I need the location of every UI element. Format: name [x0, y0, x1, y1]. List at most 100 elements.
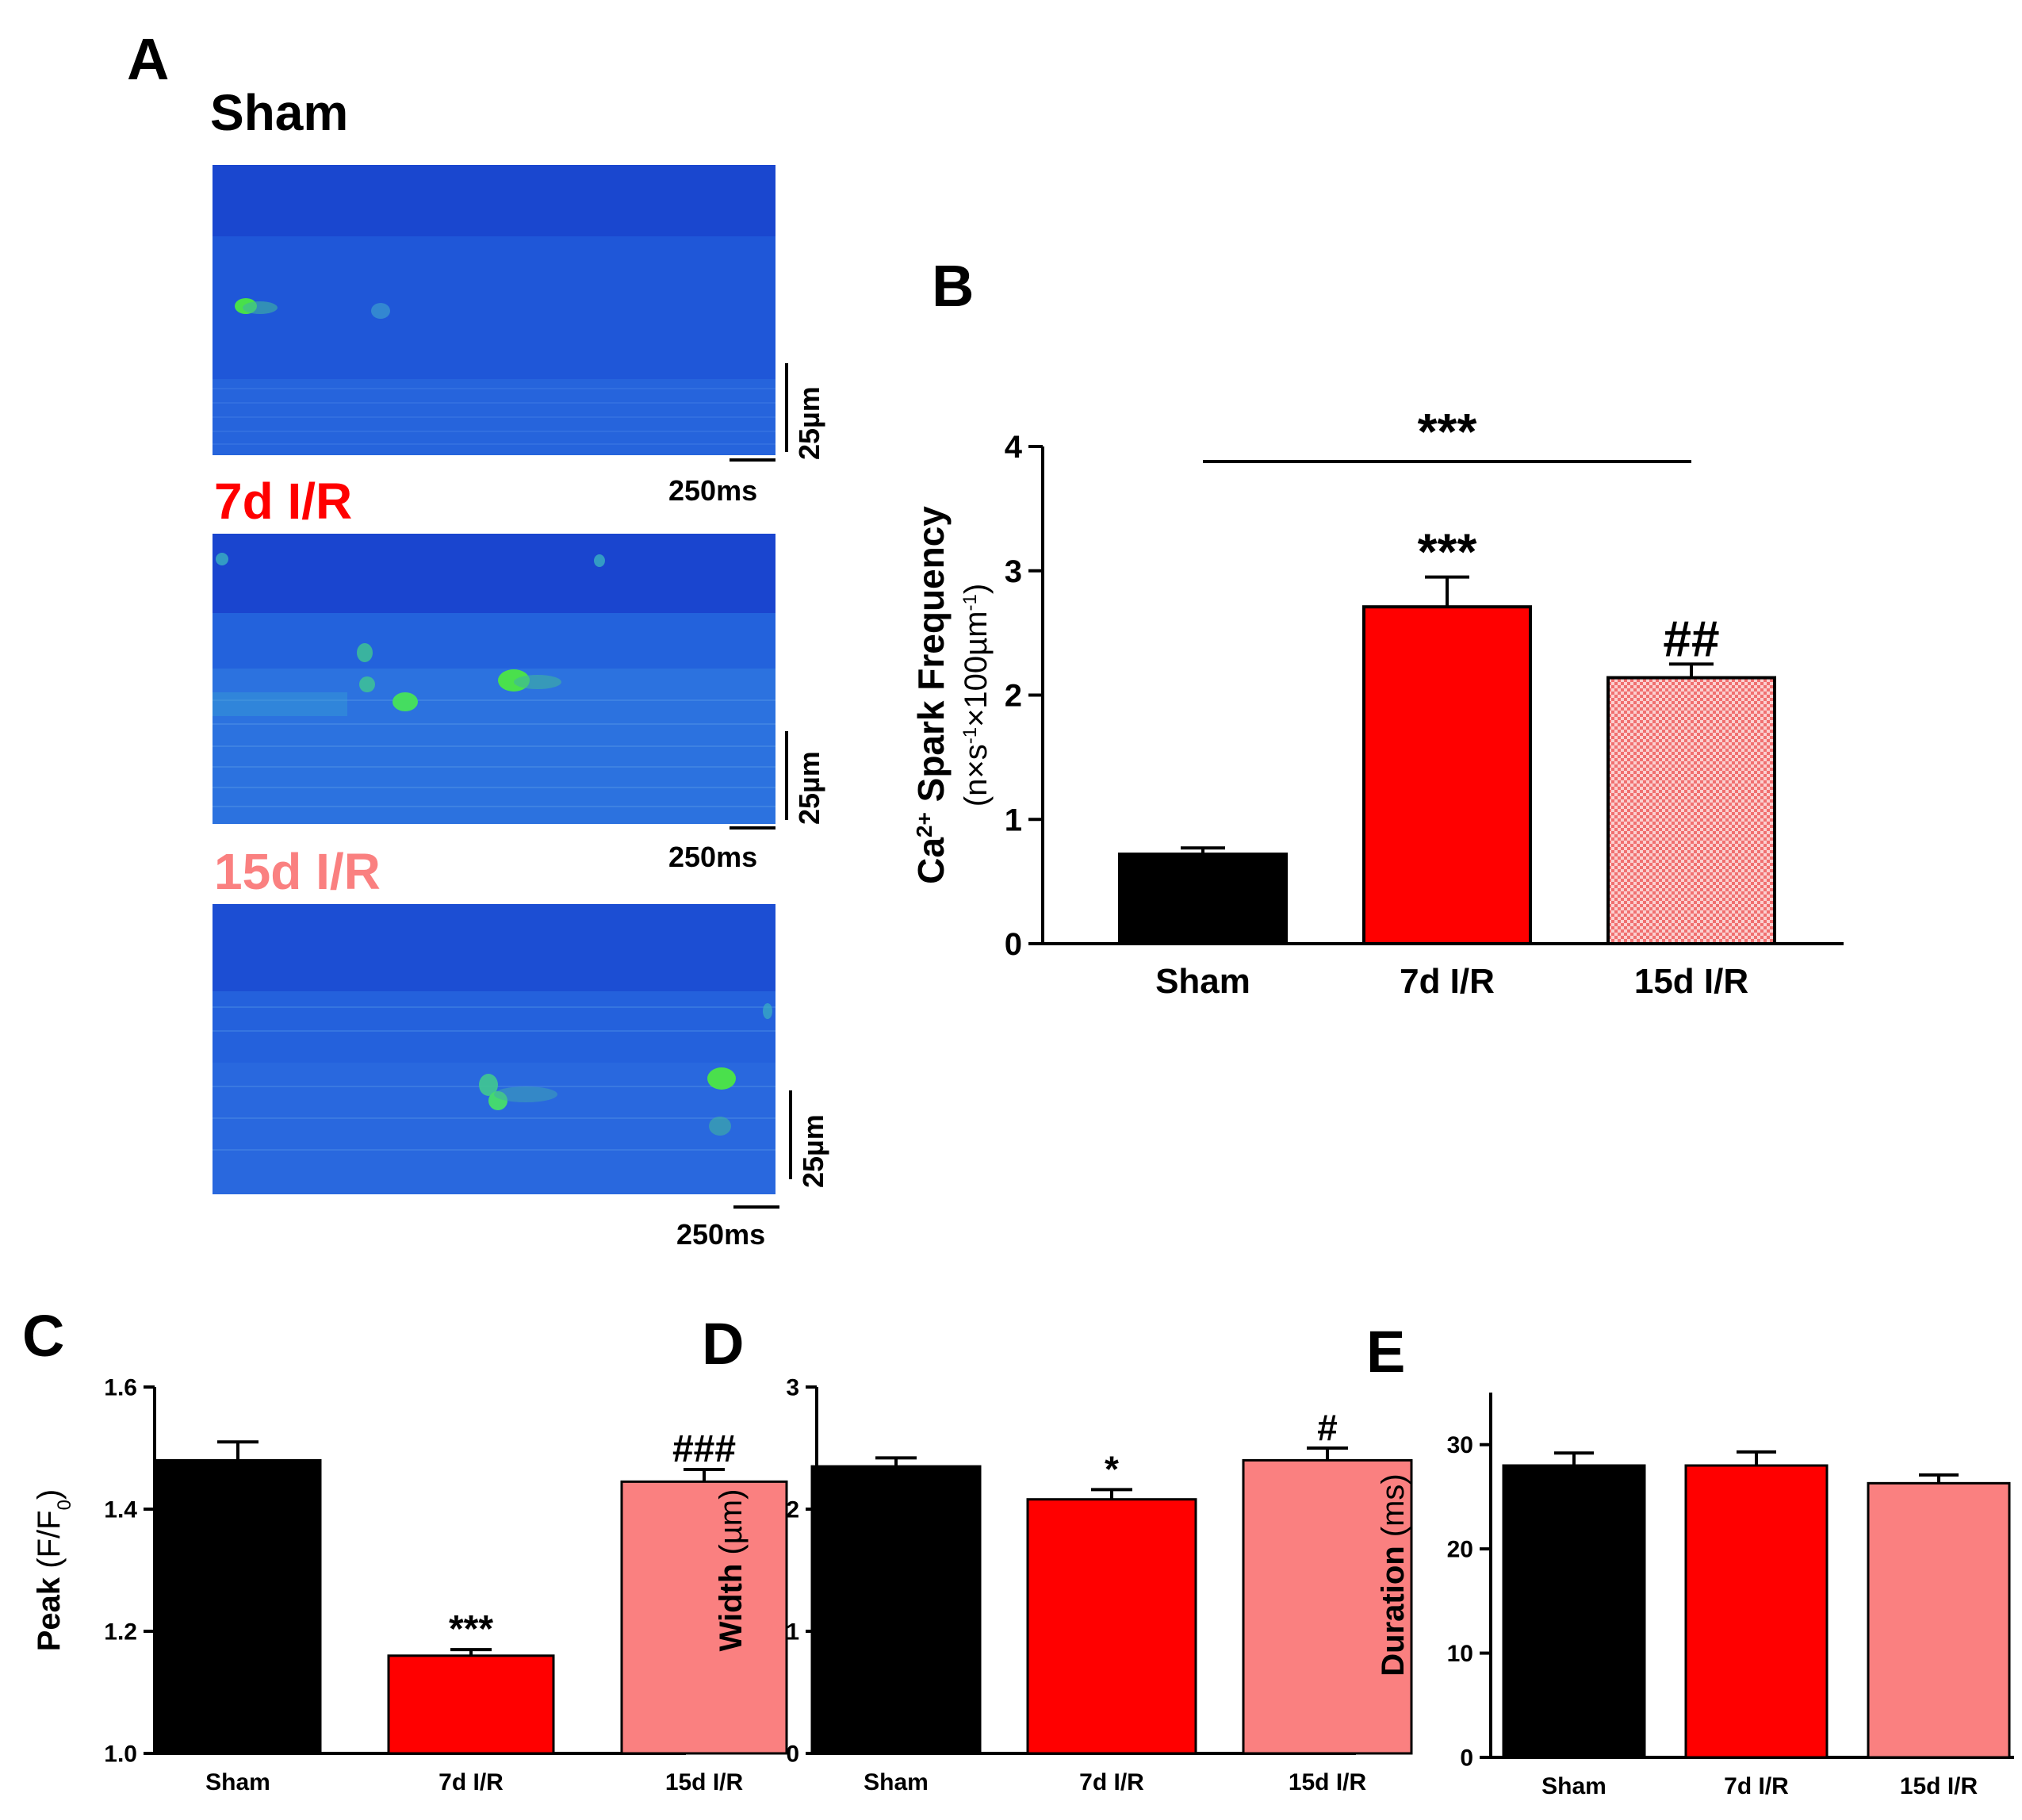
- scale-um-label: 25µm: [793, 751, 825, 825]
- linescan-band: [213, 379, 775, 455]
- y-tick-label: 1.2: [104, 1619, 137, 1646]
- significance-label: ***: [1418, 523, 1477, 580]
- scalebar-vertical: [789, 1090, 792, 1179]
- linescan-band: [213, 904, 775, 991]
- panel-label-b: B: [932, 253, 975, 319]
- linescan-band: [213, 534, 775, 613]
- bar-15d-i-r: [1606, 676, 1776, 945]
- linescan-stripes: [213, 699, 775, 807]
- chart-e: 0 10 20 30 Sham 7d I/R 15d I/R Duration (ms): [1376, 1393, 2014, 1799]
- d7-label: 7d I/R: [214, 473, 353, 530]
- y-axis-title-line2: (n×s-1×100µm-1): [959, 584, 994, 807]
- calcium-spark: [393, 692, 418, 711]
- calcium-spark: [479, 1074, 498, 1096]
- y-axis-title: Peak (F/F0): [32, 1489, 75, 1652]
- significance-label: ***: [449, 1608, 493, 1650]
- bar-7d-i-r: [1684, 1464, 1829, 1759]
- bar-sham: [154, 1458, 322, 1755]
- x-category-label: Sham: [1541, 1773, 1606, 1799]
- bar-15d-i-r: [1242, 1458, 1413, 1755]
- significance-label: ###: [672, 1428, 736, 1470]
- scalebar-horizontal: [730, 826, 775, 830]
- y-tick-label: 4: [1005, 430, 1023, 465]
- chart-b: 0 1 2 3 4 Sham 7d I/R *** 15d I/R ## *** Ca2+ Spark…: [910, 403, 1844, 1001]
- x-category-label: 15d I/R: [1900, 1773, 1978, 1799]
- y-tick-label: 1.6: [104, 1375, 137, 1401]
- calcium-spark: [357, 643, 373, 662]
- y-tick-label: 2: [786, 1497, 799, 1523]
- linescan-sham-svg: [213, 165, 775, 455]
- calcium-spark: [763, 1003, 772, 1019]
- x-category-label: 7d I/R: [1724, 1773, 1789, 1799]
- linescan-stripes: [213, 388, 775, 445]
- scale-ms-label: 250ms: [668, 474, 758, 507]
- significance-label: #: [1317, 1407, 1338, 1448]
- y-axis-title-text: Peak (F/F0): [32, 1489, 75, 1652]
- significance-label: *: [1105, 1448, 1119, 1489]
- panel-label-e: E: [1366, 1319, 1406, 1385]
- linescan-image-sham: [213, 165, 775, 455]
- calcium-spark: [359, 676, 375, 692]
- d15-label: 15d I/R: [214, 843, 381, 900]
- spark-tail: [514, 675, 561, 689]
- linescan-7d-svg: [213, 534, 775, 824]
- bar-sham: [810, 1465, 982, 1755]
- linescan-band: [213, 165, 775, 236]
- x-category-label: 15d I/R: [665, 1769, 744, 1795]
- x-category-label: Sham: [205, 1769, 270, 1795]
- panel-label-a: A: [127, 26, 170, 92]
- y-axis-title: Ca2+ Spark Frequency (n×s-1×100µm-1): [910, 506, 994, 884]
- bar-sham: [1118, 853, 1288, 946]
- x-category-label: 7d I/R: [438, 1769, 504, 1795]
- spark-tail: [494, 1086, 557, 1102]
- bar-15d-i-r: [620, 1480, 788, 1755]
- scale-um-label: 25µm: [793, 386, 825, 460]
- y-tick-label: 1.0: [104, 1741, 137, 1768]
- y-tick-label: 1: [786, 1619, 799, 1646]
- scalebar-vertical: [785, 363, 788, 452]
- spark-tail: [243, 301, 278, 314]
- x-category-label: Sham: [864, 1769, 929, 1795]
- y-tick-label: 10: [1447, 1641, 1473, 1667]
- calcium-spark: [707, 1067, 736, 1090]
- y-tick-label: 0: [786, 1741, 799, 1768]
- y-tick-label: 1.4: [104, 1497, 137, 1523]
- x-category-label: 7d I/R: [1079, 1769, 1144, 1795]
- scale-ms-label: 250ms: [668, 841, 758, 873]
- y-axis-title-text: Duration (ms): [1376, 1473, 1411, 1676]
- calcium-spark: [371, 303, 390, 319]
- scale-um-label: 25µm: [797, 1114, 829, 1188]
- x-category-label: 15d I/R: [1634, 962, 1748, 1001]
- linescan-image-7d: [213, 534, 775, 824]
- bar-7d-i-r: [1362, 605, 1532, 945]
- scalebar-horizontal: [733, 1205, 779, 1209]
- chart-c: 1.0 1.2 1.4 1.6 Sham 7d I/R *** 15d I/R ### Peak …: [32, 1375, 788, 1795]
- x-category-label: 15d I/R: [1289, 1769, 1367, 1795]
- sham-label: Sham: [210, 84, 349, 141]
- linescan-image-15d: [213, 904, 775, 1194]
- y-tick-label: 30: [1447, 1432, 1473, 1458]
- y-tick-label: 0: [1460, 1745, 1473, 1772]
- spark-haze: [213, 692, 347, 716]
- bar-7d-i-r: [1026, 1498, 1197, 1755]
- calcium-spark: [709, 1117, 731, 1136]
- linescan-15d-svg: [213, 904, 775, 1194]
- y-axis-title-text: Width (µm): [714, 1489, 749, 1652]
- y-axis-title: Duration (ms): [1376, 1473, 1411, 1676]
- bar-7d-i-r: [387, 1654, 555, 1755]
- scale-ms-label: 250ms: [676, 1218, 766, 1251]
- y-axis-title: Width (µm): [714, 1489, 749, 1652]
- bracket-label: ***: [1418, 403, 1477, 460]
- calcium-spark: [594, 554, 605, 567]
- y-tick-label: 3: [786, 1375, 799, 1401]
- y-axis-title-line1: Ca2+ Spark Frequency: [910, 506, 952, 884]
- y-tick-label: 20: [1447, 1537, 1473, 1563]
- panel-label-c: C: [22, 1303, 65, 1369]
- chart-d: 0 1 2 3 Sham 7d I/R * 15d I/R # Width (µm): [714, 1375, 1413, 1795]
- scalebar-vertical: [785, 731, 788, 820]
- scalebar-horizontal: [730, 458, 775, 462]
- significance-label: ##: [1663, 610, 1719, 667]
- x-category-label: 7d I/R: [1400, 962, 1495, 1001]
- bar-sham: [1502, 1464, 1646, 1759]
- calcium-spark: [216, 553, 228, 565]
